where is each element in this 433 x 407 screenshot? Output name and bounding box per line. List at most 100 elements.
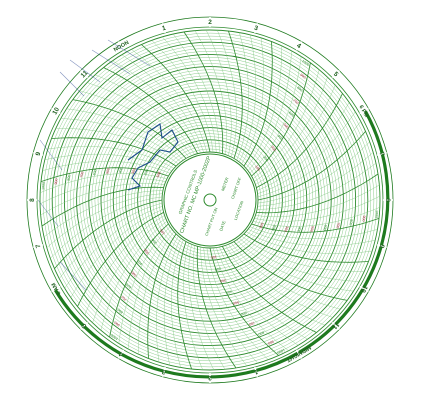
hour-line	[251, 218, 380, 233]
ring-value-label: 800	[117, 307, 124, 314]
quarter-line	[112, 60, 201, 153]
hour-line	[251, 62, 311, 177]
hour-label: 9	[377, 243, 385, 249]
quarter-line	[39, 178, 166, 205]
ring-value-label: 500	[130, 270, 137, 277]
hour-label: 6 AM	[51, 281, 63, 296]
quarter-line	[236, 32, 249, 161]
ring-value-label: 800	[296, 86, 303, 93]
hour-label: 10	[51, 106, 61, 116]
pen-trace-line	[127, 123, 179, 191]
minor-ring	[115, 105, 305, 295]
hour-tick-gap	[161, 366, 166, 378]
hour-line	[209, 247, 279, 356]
ring-value-label: 200	[215, 267, 221, 272]
ring-value-label: 300	[143, 248, 150, 255]
minor-ring	[131, 121, 289, 279]
quarter-line	[138, 231, 175, 355]
hour-line	[141, 44, 211, 153]
major-ring	[51, 41, 369, 359]
quarter-line	[205, 29, 232, 156]
minor-ring	[61, 51, 359, 349]
quarter-line	[162, 36, 217, 153]
hour-label: 1	[161, 25, 167, 33]
quarter-line	[236, 239, 354, 292]
ring-value-label: 800	[348, 219, 353, 226]
ring-value-label: 300	[131, 168, 137, 175]
hour-label: 3	[253, 25, 259, 33]
quarter-line	[70, 209, 163, 298]
hour-tick-gap	[32, 244, 44, 249]
quarter-line	[248, 229, 376, 246]
hour-line	[183, 31, 224, 154]
quarter-line	[92, 218, 166, 323]
hour-line	[77, 212, 164, 307]
hour-label: 4	[295, 42, 302, 50]
hour-tick-gap	[254, 22, 259, 34]
minor-ring	[70, 60, 350, 340]
ring-value-label: 700	[249, 321, 256, 327]
hour-line	[103, 67, 198, 154]
quarter-line	[100, 221, 168, 331]
hour-line	[243, 233, 369, 263]
quarter-line	[203, 247, 258, 364]
hour-label: 1	[253, 368, 259, 376]
quarter-line	[246, 231, 373, 254]
hour-tick-gap	[295, 41, 303, 51]
ring-value-label: 100	[211, 255, 217, 259]
minor-ring	[58, 48, 362, 352]
ring-value-label: 1000	[41, 182, 46, 190]
quarter-line	[188, 244, 215, 371]
quarter-line	[241, 37, 264, 164]
quarter-line	[257, 121, 361, 198]
ring-value-label: 600	[240, 311, 247, 317]
quarter-line	[254, 77, 328, 182]
hour-tick-gap	[51, 107, 61, 115]
hour-tick-gap	[359, 285, 369, 293]
ring-value-label: 400	[136, 259, 143, 266]
minor-ring	[94, 84, 326, 316]
ring-value-label: 100	[258, 222, 264, 229]
ring-value-label: 200	[143, 169, 149, 176]
ink-mark	[91, 49, 131, 75]
hour-tick-gap	[117, 349, 125, 359]
hour-tick-gap	[80, 321, 89, 330]
hour-line	[40, 167, 169, 182]
major-ring	[149, 139, 271, 261]
ink-mark	[59, 71, 85, 97]
ring-value-label: 300	[220, 278, 227, 283]
ring-value-label: 600	[125, 282, 132, 289]
ring-value-label: 800	[67, 174, 72, 181]
hour-tick-gap	[32, 151, 44, 156]
quarter-line	[257, 102, 350, 191]
hour-line	[196, 246, 237, 369]
major-ring	[112, 102, 308, 298]
ring-value-label: 900	[54, 178, 59, 184]
quarter-line	[225, 245, 326, 326]
quarter-line	[60, 118, 181, 163]
ring-value-label: 500	[282, 123, 289, 130]
ring-value-label: 1000	[277, 348, 286, 355]
quarter-line	[118, 226, 171, 344]
hour-line	[177, 241, 192, 370]
hour-line	[54, 199, 163, 269]
ink-mark	[39, 139, 63, 171]
hour-tick-gap	[376, 244, 388, 249]
ring-value-label: 400	[296, 226, 302, 233]
minor-ring	[103, 93, 317, 307]
quarter-line	[249, 226, 378, 239]
minor-ring	[48, 38, 372, 362]
ring-value-label: 400	[226, 289, 233, 294]
quarter-line	[252, 69, 320, 179]
minor-ring	[152, 142, 268, 258]
quarter-line	[239, 237, 360, 282]
hour-line	[228, 30, 243, 159]
quarter-line	[50, 196, 163, 259]
hour-label: 9	[35, 151, 43, 157]
ring-value-label: 1000	[110, 333, 119, 341]
hour-line	[51, 137, 177, 167]
minor-ring	[85, 75, 335, 325]
quarter-line	[219, 247, 308, 340]
hour-label: 5	[332, 71, 340, 79]
